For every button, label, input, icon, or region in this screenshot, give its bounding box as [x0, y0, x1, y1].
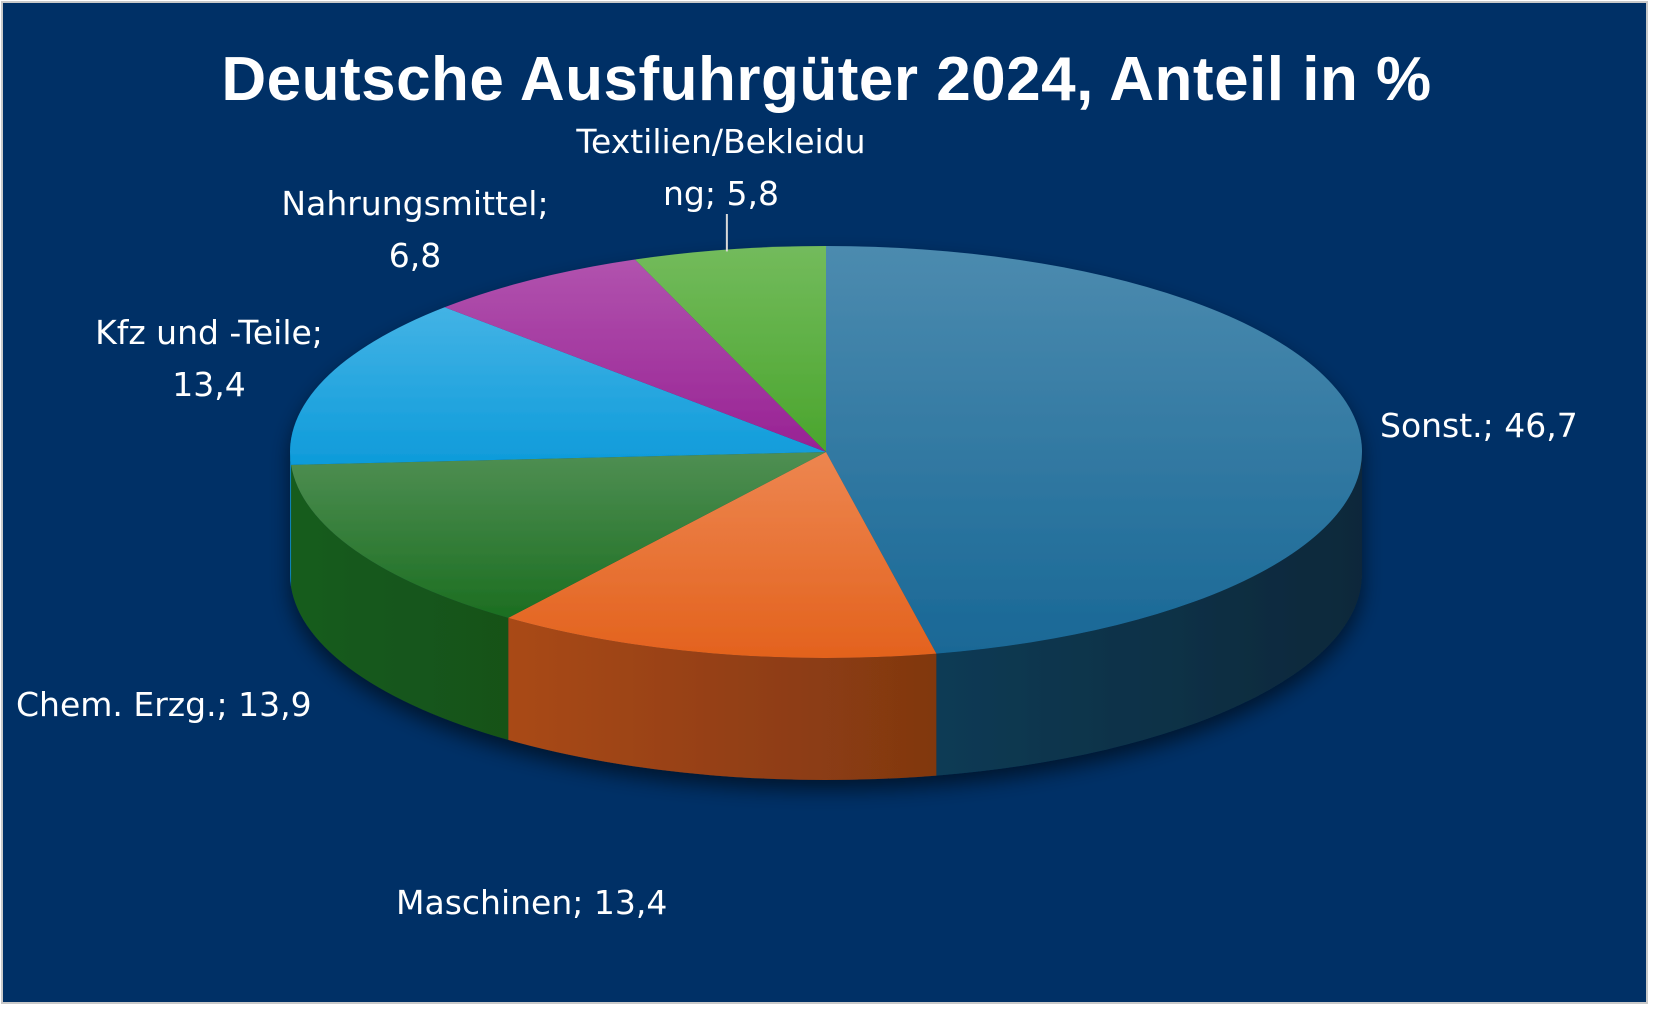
pie-slice-5	[634, 246, 826, 452]
pie-slice-3	[290, 307, 826, 465]
pie-slice-4	[444, 259, 826, 452]
label-textilien-text: Textilien/Bekleidung; 5,8	[576, 122, 866, 213]
pie-slice-1	[508, 452, 937, 658]
label-kfz-text: Kfz und -Teile; 13,4	[95, 313, 323, 404]
pie-slice-0	[826, 246, 1362, 654]
pie-side-1	[508, 617, 937, 780]
pie-body	[290, 246, 1362, 780]
label-maschinen: Maschinen; 13,4	[396, 877, 667, 929]
label-chem-text: Chem. Erzg.; 13,9	[16, 685, 312, 724]
label-nahrung-text: Nahrungsmittel; 6,8	[281, 184, 549, 275]
chart-title: Deutsche Ausfuhrgüter 2024, Anteil in %	[221, 45, 1432, 114]
label-sonst-text: Sonst.; 46,7	[1380, 406, 1578, 445]
pie-side-2	[291, 464, 509, 740]
pie-slice-2	[291, 452, 826, 618]
label-kfz: Kfz und -Teile; 13,4	[74, 307, 344, 411]
label-maschinen-text: Maschinen; 13,4	[396, 883, 668, 922]
pie-side-0	[936, 452, 1362, 776]
pie-side-3	[290, 452, 292, 587]
label-chem: Chem. Erzg.; 13,9	[16, 679, 312, 731]
label-nahrung: Nahrungsmittel; 6,8	[270, 178, 560, 282]
label-sonst: Sonst.; 46,7	[1380, 400, 1578, 452]
label-textilien: Textilien/Bekleidung; 5,8	[576, 116, 866, 220]
